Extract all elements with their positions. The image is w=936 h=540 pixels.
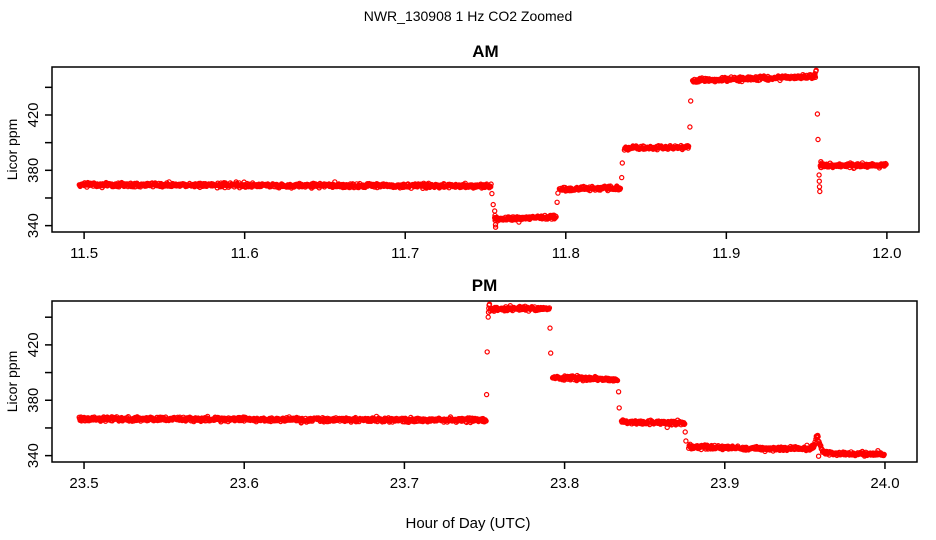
am-x-tick-label: 11.5	[70, 245, 98, 262]
panel-pm: PM 23.5 23.6 23.7 23.8 23.9 24.0 340 380 420 Licor…	[4, 276, 918, 492]
pm-y-tick-label: 380	[25, 388, 42, 413]
panel-am: AM 11.5 11.6 11.7 11.8 11.9 12.0 340 380 420 Licor…	[4, 42, 920, 262]
chart-title: NWR_130908 1 Hz CO2 Zoomed	[364, 8, 573, 24]
am-plot-frame	[51, 66, 920, 233]
pm-y-axis-label: Licor ppm	[4, 351, 20, 412]
am-x-tick-label: 11.7	[391, 245, 419, 262]
pm-x-tick-label: 23.7	[390, 475, 419, 492]
x-axis-label: Hour of Day (UTC)	[405, 515, 530, 532]
pm-x-tick-label: 23.6	[230, 475, 259, 492]
am-x-tick-label: 11.9	[712, 245, 740, 262]
am-co2-data-points	[76, 67, 889, 230]
pm-y-tick-label: 420	[25, 332, 42, 357]
pm-x-tick-label: 24.0	[870, 475, 899, 492]
am-y-axis-label: Licor ppm	[4, 119, 20, 180]
am-panel-title: AM	[472, 42, 498, 61]
pm-y-tick-label: 340	[25, 443, 42, 468]
pm-panel-title: PM	[472, 276, 498, 295]
am-x-tick-label: 11.8	[552, 245, 580, 262]
pm-co2-data-points	[76, 301, 887, 459]
am-y-tick-label: 420	[25, 102, 42, 127]
am-y-tick-label: 380	[25, 158, 42, 183]
pm-plot-frame	[51, 300, 918, 463]
am-x-tick-label: 11.6	[231, 245, 259, 262]
pm-x-tick-label: 23.5	[69, 475, 98, 492]
panels-group: AM 11.5 11.6 11.7 11.8 11.9 12.0 340 380 420 Licor…	[4, 42, 920, 492]
pm-x-tick-label: 23.8	[550, 475, 579, 492]
pm-x-tick-label: 23.9	[710, 475, 739, 492]
am-x-tick-label: 12.0	[872, 245, 901, 262]
am-y-tick-label: 340	[25, 213, 42, 238]
